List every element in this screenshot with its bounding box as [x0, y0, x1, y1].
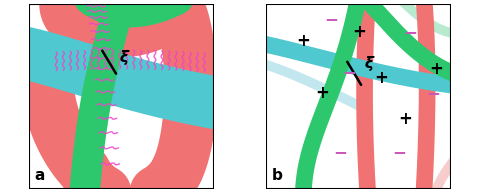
Text: ξ: ξ — [364, 56, 373, 71]
Text: +: + — [430, 60, 444, 78]
Text: −: − — [404, 23, 418, 41]
Text: +: + — [398, 110, 412, 128]
Text: −: − — [324, 10, 338, 28]
Text: −: − — [393, 143, 407, 161]
Text: b: b — [272, 168, 283, 183]
Text: +: + — [315, 84, 329, 102]
Text: +: + — [374, 69, 388, 87]
Text: −: − — [333, 143, 347, 161]
Text: −: − — [343, 63, 357, 81]
Text: ξ: ξ — [120, 50, 128, 65]
Text: a: a — [34, 168, 45, 183]
Text: +: + — [296, 32, 310, 50]
Text: −: − — [426, 84, 440, 102]
Text: +: + — [352, 23, 366, 41]
